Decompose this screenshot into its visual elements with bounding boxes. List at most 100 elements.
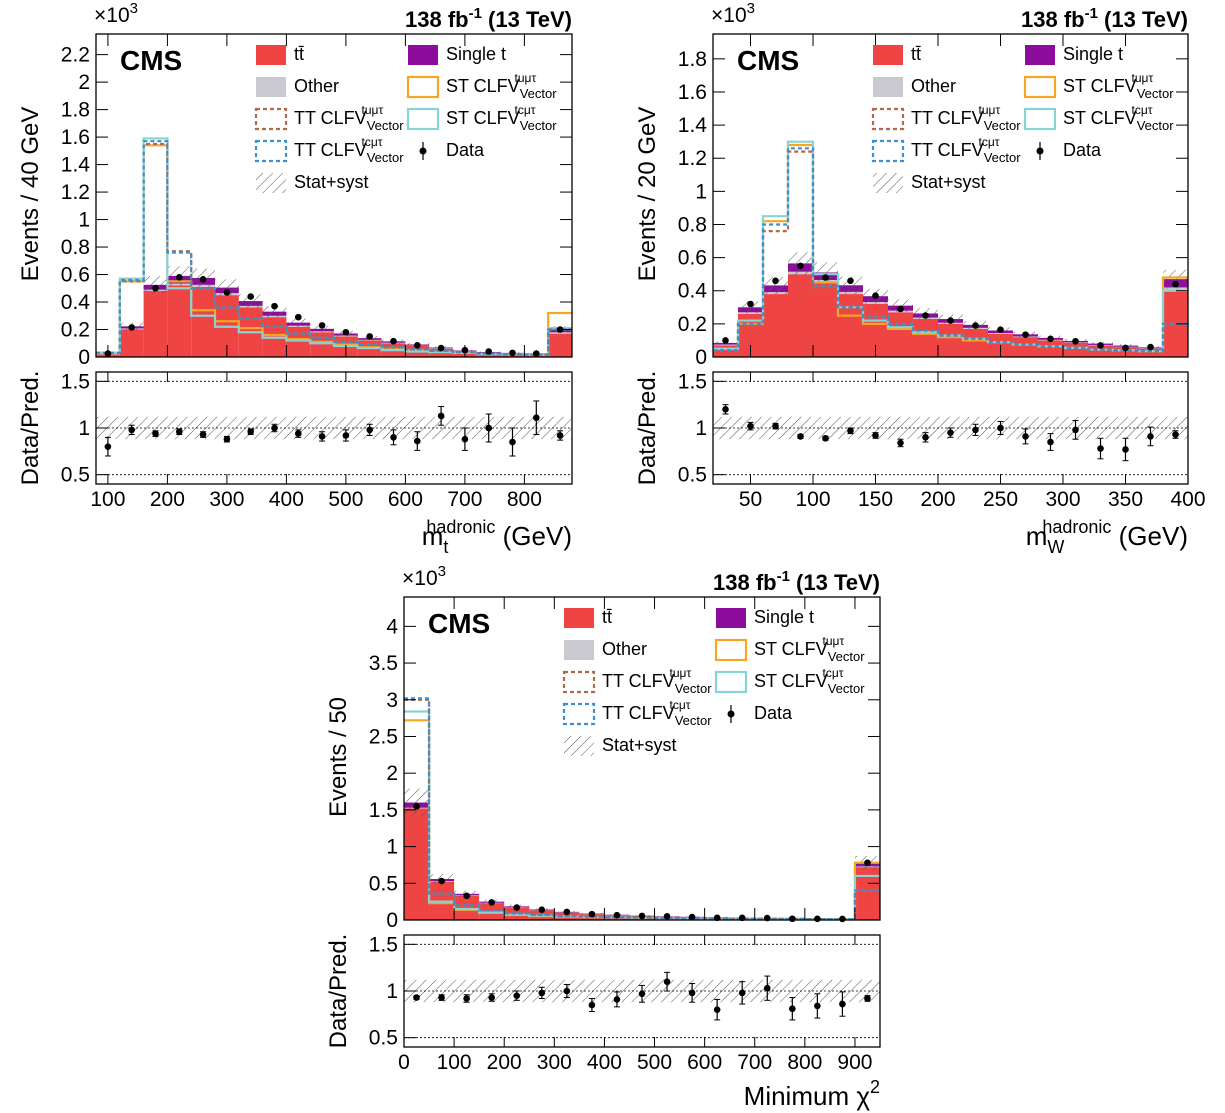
ratio-point-bin-7 [271,424,278,432]
data-point-bin-9 [318,322,326,329]
legend-label-sub: Vector [367,118,405,133]
y-tick-label: 0.4 [61,291,91,314]
data-point-bin-6 [563,908,571,916]
ratio-band-bin-8 [286,416,311,440]
data-point-bin-18 [864,859,871,867]
legend-label-main: ST CLFV [1063,108,1137,128]
y-tick-label: 1.2 [61,181,90,204]
legend-swatch-single-t [716,608,746,628]
x-tick-label: 700 [447,488,482,511]
ratio-band-bin-18 [1163,416,1188,440]
lumi-label: 138 fb-1 (13 TeV) [1021,5,1188,32]
ratio-point-bin-3 [176,428,183,436]
legend-label-main: TT CLFV [294,140,367,160]
y-tick-label: 1.8 [678,48,707,71]
bar-ttbar-bin-0 [404,808,430,920]
ratio-point-bin-12 [713,1006,721,1013]
y-tick-label: 1.4 [678,114,708,137]
x-tick-label: 100 [437,1051,472,1074]
lumi-value: 138 fb [405,7,469,32]
legend-label-st-tcmt: ST CLFVVectortcμτ [754,666,865,696]
bar-ttbar-bin-9 [938,323,963,357]
ratio-point-bin-16 [485,424,493,432]
line-tt-clfv-tcmt [96,140,572,356]
ratio-point-bin-14 [437,412,445,420]
data-point-bin-13 [1047,335,1054,343]
bar-ttbar-bin-8 [913,318,938,357]
ratio-point-bin-11 [688,989,696,997]
data-point-bin-6 [872,292,879,300]
ratio-band-bin-17 [829,979,855,1003]
ratio-point-bin-6 [872,432,879,439]
ratio-point-bin-12 [1022,433,1029,440]
band-stat-bin-5 [215,279,239,296]
bar-ttbar-bin-19 [548,333,572,357]
bar-ttbar-bin-2 [454,895,480,920]
ratio-point-bin-2 [772,422,779,430]
legend-label-single-t: Single t [754,607,814,627]
bar-ttbar-bin-13 [1038,340,1063,357]
legend-label-other: Other [602,639,647,659]
bar-ttbar-bin-17 [1138,348,1163,357]
data-point-bin-11 [688,913,696,921]
x-axis-title: mWhadronic (GeV) [1026,517,1188,557]
x-tick-label: 300 [209,488,244,511]
y-tick-label: 0 [695,346,707,369]
lumi-exp: -1 [469,5,482,22]
cms-label: CMS [737,45,799,76]
y-tick-label: 1.6 [678,81,707,104]
ratio-y-axis-title: Data/Pred. [17,371,44,486]
legend-label-data: Data [446,140,485,160]
legend-swatch-single-t [1025,45,1055,65]
legend-label-st-tumt: ST CLFVVectortuμτ [1063,71,1174,101]
x-axis-title: Minimum χ2 [744,1077,880,1111]
multiplier-base: ×10 [402,567,438,590]
bar-ttbar-bin-15 [1088,345,1113,357]
ratio-point-bin-8 [922,434,929,441]
band-stat-bin-7 [888,299,913,312]
x-tick-label: 200 [150,488,185,511]
y-tick-label: 1 [695,180,707,203]
ratio-band-bin-6 [863,416,888,440]
legend-swatch-ttbar [873,45,903,65]
legend-label-sub: Vector [984,150,1022,165]
legend-swatch-stat [873,173,903,193]
legend-swatch-other [256,77,286,97]
ratio-band-bin-5 [215,416,239,440]
legend-label-single-t: Single t [1063,44,1123,64]
ratio-band-bin-3 [788,416,813,440]
legend-swatch-stat [564,736,594,756]
legend-label-main: TT CLFV [911,140,984,160]
cms-label: CMS [428,608,490,639]
x-axis-title-unit: (GeV) [495,521,572,551]
x-axis-title-main: m [422,521,444,551]
ratio-point-bin-10 [342,432,350,439]
y-tick-label: 3 [386,689,398,712]
data-point-bin-11 [366,333,374,340]
legend-label-sup: tcμτ [979,135,1000,149]
legend-label-ttbar: tt̄ [294,44,304,64]
data-point-bin-15 [1097,342,1104,349]
bar-ttbar-bin-3 [479,903,505,920]
y-tick-label: 1.6 [61,126,90,149]
lumi-value: 138 fb [713,570,777,595]
data-point-bin-5 [847,277,854,285]
ratio-point-bin-13 [738,989,746,997]
legend-label-tt-tumt: TT CLFVVectortuμτ [911,103,1021,133]
ratio-point-bin-0 [104,443,112,450]
ratio-y-tick-label: 1.5 [678,370,707,393]
legend-label-sup: tuμτ [1132,71,1154,85]
legend-label-sup: tuμτ [515,71,537,85]
data-point-bin-2 [152,284,159,292]
legend-label-tt-tcmt: TT CLFVVectortcμτ [294,135,404,165]
ratio-point-bin-3 [488,994,495,1001]
data-point-bin-15 [789,915,796,923]
ratio-point-bin-17 [1147,433,1154,440]
x-tick-label: 200 [487,1051,522,1074]
legend-label-sup: tcμτ [670,698,691,712]
x-axis-title-sub: W [1047,537,1064,557]
data-point-bin-0 [413,802,420,810]
legend-label-main: ST CLFV [754,639,828,659]
x-tick-label: 300 [537,1051,572,1074]
